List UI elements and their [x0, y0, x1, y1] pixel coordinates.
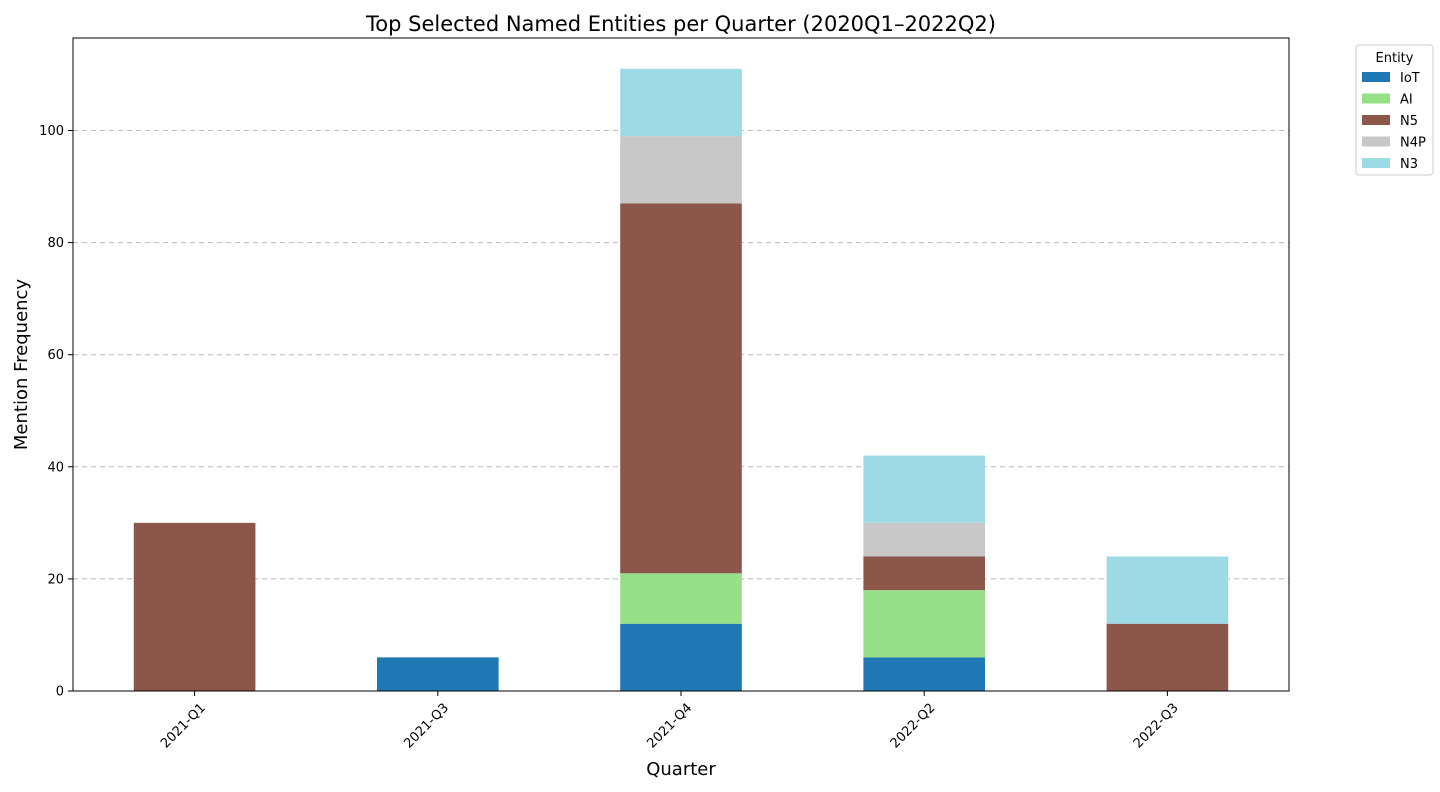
legend-label-iot: IoT — [1400, 71, 1420, 86]
x-tick-label: 2021-Q3 — [401, 701, 452, 752]
x-tick-label: 2022-Q2 — [888, 701, 939, 752]
bar-segment-n3-2021-q4 — [620, 68, 742, 137]
bar-segment-n5-2021-q4 — [620, 203, 742, 574]
bar-segment-iot-2021-q3 — [377, 657, 499, 691]
bar-segment-n4p-2021-q4 — [620, 136, 742, 204]
x-axis-ticks: 2021-Q1 2021-Q3 2021-Q4 2022-Q2 2022-Q3 — [158, 691, 1182, 751]
bar-segment-n5-2021-q1 — [133, 522, 256, 691]
y-axis-label: Mention Frequency — [11, 279, 32, 451]
bars — [133, 68, 1229, 691]
bar-segment-ai-2021-q4 — [620, 573, 742, 624]
legend-swatch-n4p — [1362, 136, 1390, 147]
legend-swatch-iot — [1362, 72, 1390, 82]
legend-swatch-n3 — [1362, 158, 1390, 168]
y-tick-label: 100 — [39, 124, 64, 139]
y-tick-label: 20 — [47, 572, 64, 587]
x-tick-label: 2021-Q1 — [158, 701, 209, 752]
x-axis-label: Quarter — [646, 759, 716, 780]
chart-title: Top Selected Named Entities per Quarter … — [365, 12, 996, 36]
legend-label-n4p: N4P — [1400, 136, 1426, 151]
y-axis-ticks: 0 20 40 60 80 100 — [39, 124, 73, 700]
legend-swatch-ai — [1362, 93, 1390, 104]
legend-swatch-n5 — [1362, 115, 1390, 125]
y-tick-label: 80 — [47, 236, 64, 251]
bar-segment-ai-2022-q2 — [863, 590, 985, 658]
bar-segment-n5-2022-q3 — [1106, 623, 1229, 691]
x-tick-label: 2021-Q4 — [645, 701, 696, 752]
x-tick-label: 2022-Q3 — [1131, 701, 1182, 752]
legend-label-n3: N3 — [1400, 157, 1418, 172]
legend-title: Entity — [1376, 51, 1414, 66]
y-tick-label: 60 — [47, 348, 64, 363]
legend: Entity IoT AI N5 N4P N3 — [1355, 44, 1434, 176]
y-tick-label: 0 — [56, 685, 64, 700]
y-tick-label: 40 — [47, 460, 64, 475]
bar-segment-n5-2022-q2 — [863, 556, 985, 591]
legend-label-ai: AI — [1400, 93, 1413, 108]
bar-segment-iot-2021-q4 — [620, 623, 742, 691]
bar-segment-iot-2022-q2 — [863, 657, 985, 691]
bar-segment-n4p-2022-q2 — [863, 522, 985, 557]
bar-segment-n3-2022-q2 — [863, 455, 985, 523]
bar-segment-n3-2022-q3 — [1106, 556, 1229, 624]
legend-label-n5: N5 — [1400, 114, 1418, 129]
